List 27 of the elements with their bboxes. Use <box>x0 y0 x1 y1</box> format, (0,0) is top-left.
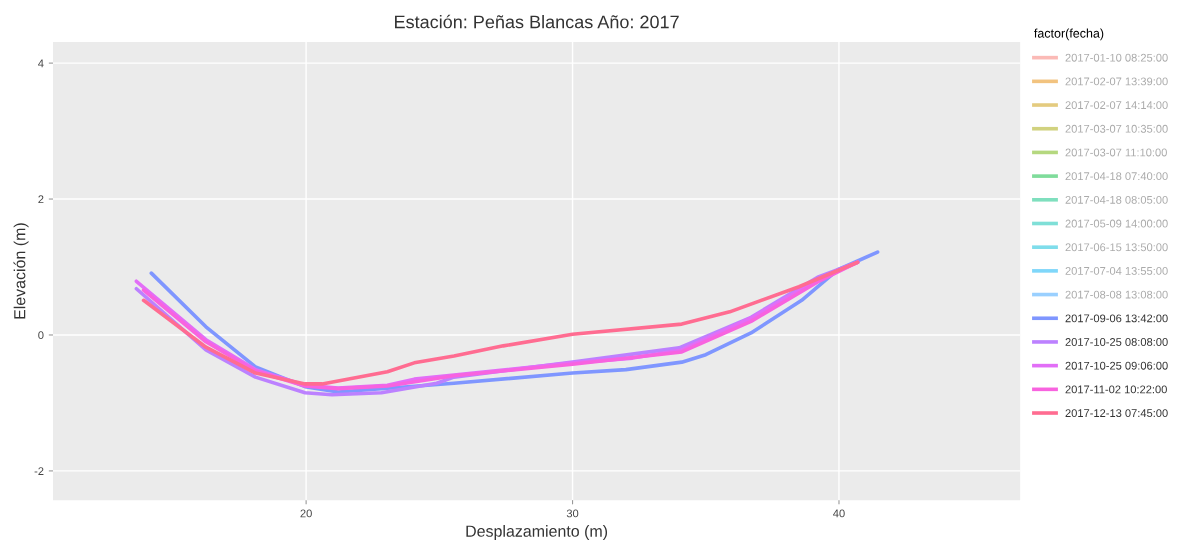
legend-label: 2017-06-15 13:50:00 <box>1065 243 1168 252</box>
x-tick-label: 40 <box>833 509 845 518</box>
y-axis-title: Elevación (m) <box>13 223 29 319</box>
x-axis-title: Desplazamiento (m) <box>466 525 608 540</box>
legend-label: 2017-11-02 10:22:00 <box>1065 385 1167 394</box>
legend-label: 2017-08-08 13:08:00 <box>1065 290 1168 299</box>
y-tick-label: 0 <box>38 331 44 340</box>
x-tick-label: 30 <box>566 509 579 518</box>
legend-label: 2017-03-07 10:35:00 <box>1065 124 1168 133</box>
legend-label: 2017-03-07 11:10:00 <box>1065 148 1167 157</box>
legend-label: 2017-04-18 08:05:00 <box>1065 195 1168 204</box>
legend-label: 2017-04-18 07:40:00 <box>1065 172 1168 181</box>
legend-label: 2017-05-09 14:00:00 <box>1065 219 1168 228</box>
legend-label: 2017-02-07 14:14:00 <box>1065 101 1168 110</box>
y-tick-label: 2 <box>38 195 44 204</box>
legend-label: 2017-02-07 13:39:00 <box>1065 77 1168 86</box>
legend-label: 2017-10-25 09:06:00 <box>1065 361 1168 370</box>
legend-label: 2017-10-25 08:08:00 <box>1065 338 1168 346</box>
chart-title: Estación: Peñas Blancas Año: 2017 <box>395 14 679 29</box>
legend-title: factor(fecha) <box>1034 28 1104 41</box>
legend-label: 2017-07-04 13:55:00 <box>1065 267 1168 275</box>
legend-label: 2017-01-10 08:25:00 <box>1065 53 1168 62</box>
x-tick-label: 20 <box>300 509 312 518</box>
legend-label: 2017-12-13 07:45:00 <box>1065 409 1168 418</box>
y-tick-label: -2 <box>34 467 44 475</box>
y-tick-label: 4 <box>38 59 44 68</box>
legend-label: 2017-09-06 13:42:00 <box>1065 314 1168 323</box>
